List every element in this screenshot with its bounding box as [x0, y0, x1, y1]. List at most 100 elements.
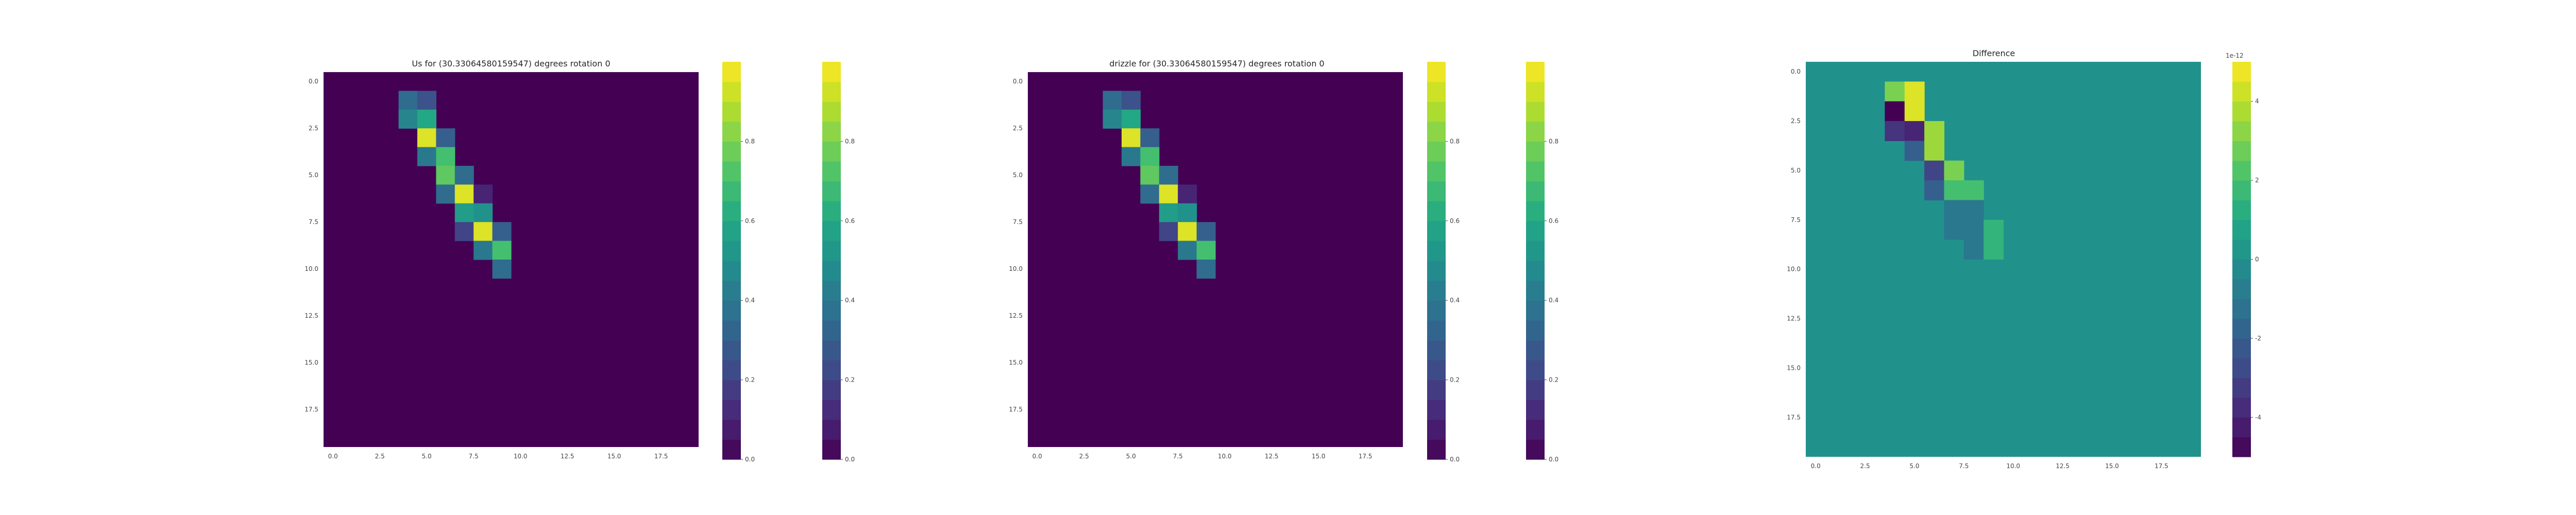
heatmap-cell — [1963, 219, 1984, 240]
heatmap-cell — [1924, 180, 1945, 201]
heatmap-cell — [1944, 180, 1964, 201]
heatmap-cell — [1924, 160, 1945, 181]
heatmap-cell — [417, 109, 436, 129]
y-tick-label: 17.5 — [304, 406, 318, 413]
heatmap-cell — [454, 166, 474, 185]
heatmap-cell — [1159, 184, 1178, 204]
colorbar-segment — [822, 201, 841, 221]
colorbar-segment — [1427, 141, 1446, 162]
heatmap-cell — [1178, 222, 1197, 242]
y-tick-label: 12.5 — [1787, 315, 1801, 322]
heatmap-cell — [1159, 203, 1178, 222]
panel-2-axes: 0.0 0.0 2.5 2.5 5.0 5.0 7.5 7.5 10.0 10.0 12.5 12.5… — [1009, 78, 1372, 460]
colorbar-tick-label: 0.2 — [1549, 376, 1558, 384]
colorbar-segment — [822, 181, 841, 201]
colorbar-segment — [2232, 259, 2251, 280]
colorbar-segment — [722, 261, 741, 281]
colorbar-segment — [722, 439, 741, 460]
colorbar-segment — [2232, 101, 2251, 122]
colorbar-segment — [1526, 280, 1545, 301]
y-tick-label: 10.0 — [1787, 266, 1801, 273]
heatmap-cell — [1984, 219, 2004, 240]
colorbar-segment — [2232, 299, 2251, 319]
colorbar-tick-label: 0.8 — [1549, 138, 1558, 145]
colorbar-segment — [1526, 419, 1545, 440]
colorbar-segment — [722, 161, 741, 182]
colorbar-segment — [1427, 280, 1446, 301]
heatmap-cell — [1196, 260, 1216, 279]
heatmap-cell — [473, 203, 493, 222]
colorbar-tick-label: 0.4 — [845, 297, 855, 304]
colorbar-segment — [722, 280, 741, 301]
colorbar-segment — [1427, 300, 1446, 321]
colorbar-segment — [1427, 340, 1446, 360]
colorbar-tick-label: 0.0 — [1450, 456, 1460, 463]
heatmap-cell — [1122, 91, 1141, 110]
y-tick-label: 7.5 — [1013, 218, 1023, 226]
colorbar-tick-label: -2 — [2255, 335, 2261, 342]
x-tick-label: 12.5 — [561, 453, 574, 460]
x-tick-label: 7.5 — [1959, 462, 1969, 470]
colorbar-segment — [1427, 419, 1446, 440]
colorbar-segment — [822, 400, 841, 420]
y-tick-label: 0.0 — [1013, 78, 1023, 85]
colorbar-segment — [822, 121, 841, 142]
colorbar-segment — [822, 380, 841, 400]
colorbar-segment — [822, 360, 841, 381]
heatmap-cell — [454, 203, 474, 222]
heatmap-cell — [1196, 241, 1216, 260]
colorbar-segment — [2232, 279, 2251, 299]
colorbar-segment — [822, 320, 841, 340]
heatmap-cell — [492, 260, 512, 279]
x-tick-label: 2.5 — [375, 453, 385, 460]
colorbar-segment — [1526, 241, 1545, 261]
colorbar-segment — [722, 380, 741, 400]
panel-2-colorbar: 0.0 0.2 0.4 0.6 0.8 — [1427, 62, 1460, 463]
colorbar-tick-label: 2 — [2255, 177, 2259, 184]
colorbar-segment — [2232, 318, 2251, 339]
colorbar-tick-label: 0.6 — [745, 217, 755, 225]
x-tick-label: 0.0 — [1032, 453, 1042, 460]
y-tick-label: 7.5 — [1791, 216, 1801, 224]
colorbar-segment — [722, 121, 741, 142]
heatmap-cell — [1885, 121, 1905, 141]
colorbar-tick-label: 0.0 — [845, 456, 855, 463]
colorbar-tick-label: 0.2 — [745, 376, 755, 384]
y-tick-label: 5.0 — [309, 171, 318, 179]
colorbar-segment — [822, 62, 841, 82]
y-tick-label: 5.0 — [1013, 171, 1023, 179]
x-tick-label: 15.0 — [2105, 462, 2119, 470]
colorbar-segment — [1427, 181, 1446, 201]
x-tick-label: 10.0 — [2006, 462, 2020, 470]
heatmap-cell — [1178, 241, 1197, 260]
colorbar-segment — [2232, 81, 2251, 102]
colorbar-segment — [2232, 437, 2251, 457]
colorbar-segment — [822, 220, 841, 241]
x-tick-label: 15.0 — [607, 453, 621, 460]
colorbar-segment — [1526, 161, 1545, 182]
heatmap-cell — [1885, 101, 1905, 122]
colorbar-segment — [722, 300, 741, 321]
panel-1-axes: 0.0 0.0 2.5 2.5 5.0 5.0 7.5 7.5 10.0 10.0 12.5 12.5… — [304, 78, 668, 460]
colorbar-segment — [722, 81, 741, 102]
colorbar-segment — [722, 101, 741, 122]
heatmap-cell — [1196, 222, 1216, 242]
heatmap-cell — [454, 222, 474, 242]
panel-3-colorbar-exponent: 1e-12 — [2226, 52, 2244, 59]
colorbar-segment — [722, 340, 741, 360]
colorbar-segment — [1526, 300, 1545, 321]
colorbar-segment — [822, 241, 841, 261]
colorbar-tick-label: 0.6 — [1549, 217, 1558, 225]
y-tick-label: 10.0 — [304, 265, 318, 272]
colorbar-segment — [1526, 360, 1545, 381]
heatmap-cell — [1885, 81, 1905, 102]
heatmap-cell — [1140, 184, 1160, 204]
colorbar-segment — [722, 62, 741, 82]
colorbar-segment — [2232, 417, 2251, 438]
colorbar-segment — [822, 81, 841, 102]
heatmap-cell — [1122, 128, 1141, 148]
panel-1-heatmap — [324, 72, 699, 447]
heatmap-cell — [1103, 91, 1122, 110]
heatmap-cell — [1140, 147, 1160, 166]
colorbar-segment — [722, 181, 741, 201]
